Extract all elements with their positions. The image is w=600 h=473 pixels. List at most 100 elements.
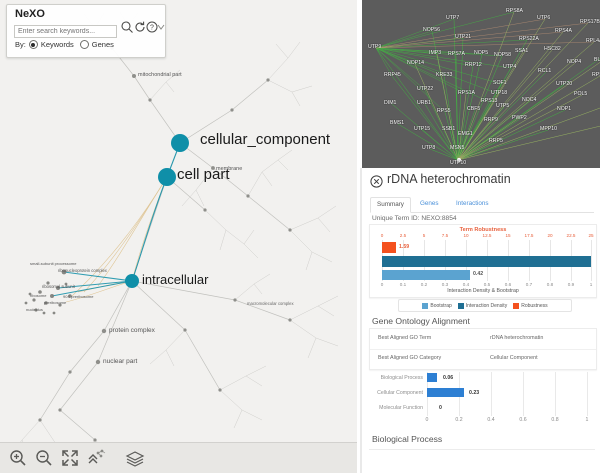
tree-label-ribosomal-subunit[interactable]: ribosomal subunit <box>42 284 75 289</box>
gene-label[interactable]: BMS1 <box>390 120 405 126</box>
gene-label[interactable]: RPS5 <box>437 108 451 114</box>
tree-label-macromolecular-complex[interactable]: macromolecular complex <box>247 301 294 306</box>
gene-label[interactable]: RPS13 <box>481 98 498 104</box>
gene-label[interactable]: MPP10 <box>540 126 558 132</box>
gene-label[interactable]: POL5 <box>574 91 588 97</box>
gene-label[interactable]: PWP2 <box>512 115 527 121</box>
gene-label[interactable]: UTP22 <box>417 86 434 92</box>
tree-node-intracellular[interactable] <box>125 274 139 288</box>
help-icon[interactable]: ? <box>145 20 159 34</box>
gene-label[interactable]: NOP56 <box>423 27 441 33</box>
gene-label[interactable]: UTP9 <box>368 44 382 50</box>
tree-label-protein-complex[interactable]: protein complex <box>109 327 155 334</box>
ontology-tree-panel[interactable]: cellular_component cell part intracellul… <box>0 0 357 473</box>
gene-label[interactable]: NOP4 <box>567 59 582 65</box>
gene-label[interactable]: NOP14 <box>407 60 425 66</box>
gene-label[interactable]: NOC4 <box>522 97 537 103</box>
gene-label[interactable]: SOF1 <box>493 80 507 86</box>
gene-label[interactable]: RPS17B <box>580 19 600 25</box>
gene-label[interactable]: IMP3 <box>429 50 442 56</box>
zoom-in-icon[interactable] <box>8 448 28 468</box>
fit-screen-icon[interactable] <box>60 448 80 468</box>
collapse-icon[interactable] <box>86 448 106 468</box>
radio-genes-label[interactable]: Genes <box>91 40 114 49</box>
refresh-icon[interactable] <box>133 20 147 34</box>
gene-label[interactable]: UTP20 <box>556 81 573 87</box>
gene-label[interactable]: MSN5 <box>450 145 465 151</box>
gene-label[interactable]: UTP8 <box>422 145 436 151</box>
tree-label-nucleolus[interactable]: nucleolus <box>26 307 43 312</box>
layers-icon[interactable] <box>124 448 145 468</box>
gene-interaction-network[interactable]: UTP9 UTP7 NOP56 UTP21 IMP3 RPS7A NOP5 NO… <box>360 0 600 170</box>
gene-label[interactable]: SSA1 <box>515 48 529 54</box>
gene-label[interactable]: RPL4A <box>586 38 600 44</box>
legend-swatch <box>422 302 429 309</box>
tree-label-cellular-component[interactable]: cellular_component <box>200 131 331 148</box>
tree-label-nuclear-part[interactable]: nuclear part <box>103 358 138 365</box>
go-bar-biological-process[interactable] <box>427 373 437 382</box>
tree-label-small-subunit-processome[interactable]: small-subunit processome <box>30 261 77 266</box>
tab-summary[interactable]: Summary <box>370 197 411 213</box>
gene-label[interactable]: RCL1 <box>538 68 552 74</box>
network-node-hub[interactable] <box>457 158 461 162</box>
tab-interactions[interactable]: Interactions <box>456 200 489 207</box>
legend-item-robustness[interactable]: Robustness <box>513 302 548 309</box>
tree-label-ribosome[interactable]: ribosome <box>30 293 47 298</box>
tab-genes[interactable]: Genes <box>420 200 439 207</box>
search-icon[interactable] <box>120 20 134 34</box>
zoom-out-icon[interactable] <box>34 448 54 468</box>
gene-label[interactable]: RRP12 <box>465 62 482 68</box>
gene-label-hub[interactable]: UTP10 <box>450 160 467 166</box>
axis-tick: 0 <box>380 233 384 238</box>
close-circle-icon[interactable] <box>370 175 383 188</box>
gene-label[interactable]: RPS4A <box>555 28 573 34</box>
tree-label-preribosome[interactable]: preribosome <box>44 300 67 305</box>
tree-label-90s-preribosome[interactable]: 90S preribosome <box>63 294 94 299</box>
radio-genes[interactable] <box>79 40 89 49</box>
gene-label[interactable]: UTP6 <box>537 15 551 21</box>
gene-label[interactable]: RPS7A <box>448 51 466 57</box>
tree-node-cellular-component[interactable] <box>171 134 189 152</box>
gene-label[interactable]: BUD21 <box>594 57 600 63</box>
gene-label[interactable]: UTP21 <box>455 34 472 40</box>
chevron-down-icon[interactable] <box>156 20 170 34</box>
gene-label[interactable]: UTP7 <box>446 15 460 21</box>
tree-label-intracellular[interactable]: intracellular <box>142 272 209 287</box>
tree-label-ribonucleoprotein-complex[interactable]: ribonucleoprotein complex <box>58 268 107 273</box>
tree-node-cell-part[interactable] <box>158 168 176 186</box>
radio-keywords-label[interactable]: Keywords <box>40 40 74 49</box>
legend-item-interaction-density[interactable]: Interaction Density <box>457 302 507 309</box>
go-bar-cellular-component[interactable] <box>427 388 464 397</box>
tree-label-mitochondrial-part[interactable]: mitochondrial part <box>138 72 182 78</box>
gene-label[interactable]: DIM1 <box>384 100 397 106</box>
gene-label[interactable]: NOP58 <box>494 52 512 58</box>
gene-label[interactable]: RPS9B <box>592 72 600 78</box>
gene-label[interactable]: NOP1 <box>557 106 572 112</box>
gene-label[interactable]: RPS1A <box>458 90 476 96</box>
bar-interaction-density[interactable] <box>382 256 591 267</box>
gene-label[interactable]: RPS8A <box>506 8 524 14</box>
gene-label[interactable]: UTP18 <box>491 90 508 96</box>
gene-label[interactable]: EMG1 <box>458 131 473 137</box>
gene-label[interactable]: NOP5 <box>474 50 489 56</box>
gene-label[interactable]: CBF5 <box>467 106 481 112</box>
gene-label[interactable]: SSB1 <box>442 126 456 132</box>
gene-label[interactable]: UTP4 <box>503 64 517 70</box>
gene-label[interactable]: UTP5 <box>496 103 510 109</box>
gene-label[interactable]: RPS22A <box>519 36 539 42</box>
gene-label[interactable]: RRP45 <box>384 72 401 78</box>
legend-item-bootstrap[interactable]: Bootstrap <box>422 302 452 309</box>
bar-bootstrap[interactable] <box>382 270 470 280</box>
gene-label[interactable]: UTP15 <box>414 126 431 132</box>
gene-label[interactable]: HSC82 <box>544 46 561 52</box>
bar-robustness[interactable] <box>382 242 396 253</box>
tree-label-cell-part[interactable]: cell part <box>177 166 230 183</box>
gene-label[interactable]: KRE33 <box>436 72 453 78</box>
gene-label[interactable]: RRP5 <box>489 138 503 144</box>
radio-keywords[interactable] <box>28 40 38 49</box>
gene-label[interactable]: URB1 <box>417 100 431 106</box>
gene-label[interactable]: RRP9 <box>484 117 498 123</box>
tree-label-membrane[interactable]: membrane <box>216 166 243 172</box>
search-input[interactable] <box>14 25 117 38</box>
row-key: Best Aligned GO Category <box>378 355 442 361</box>
